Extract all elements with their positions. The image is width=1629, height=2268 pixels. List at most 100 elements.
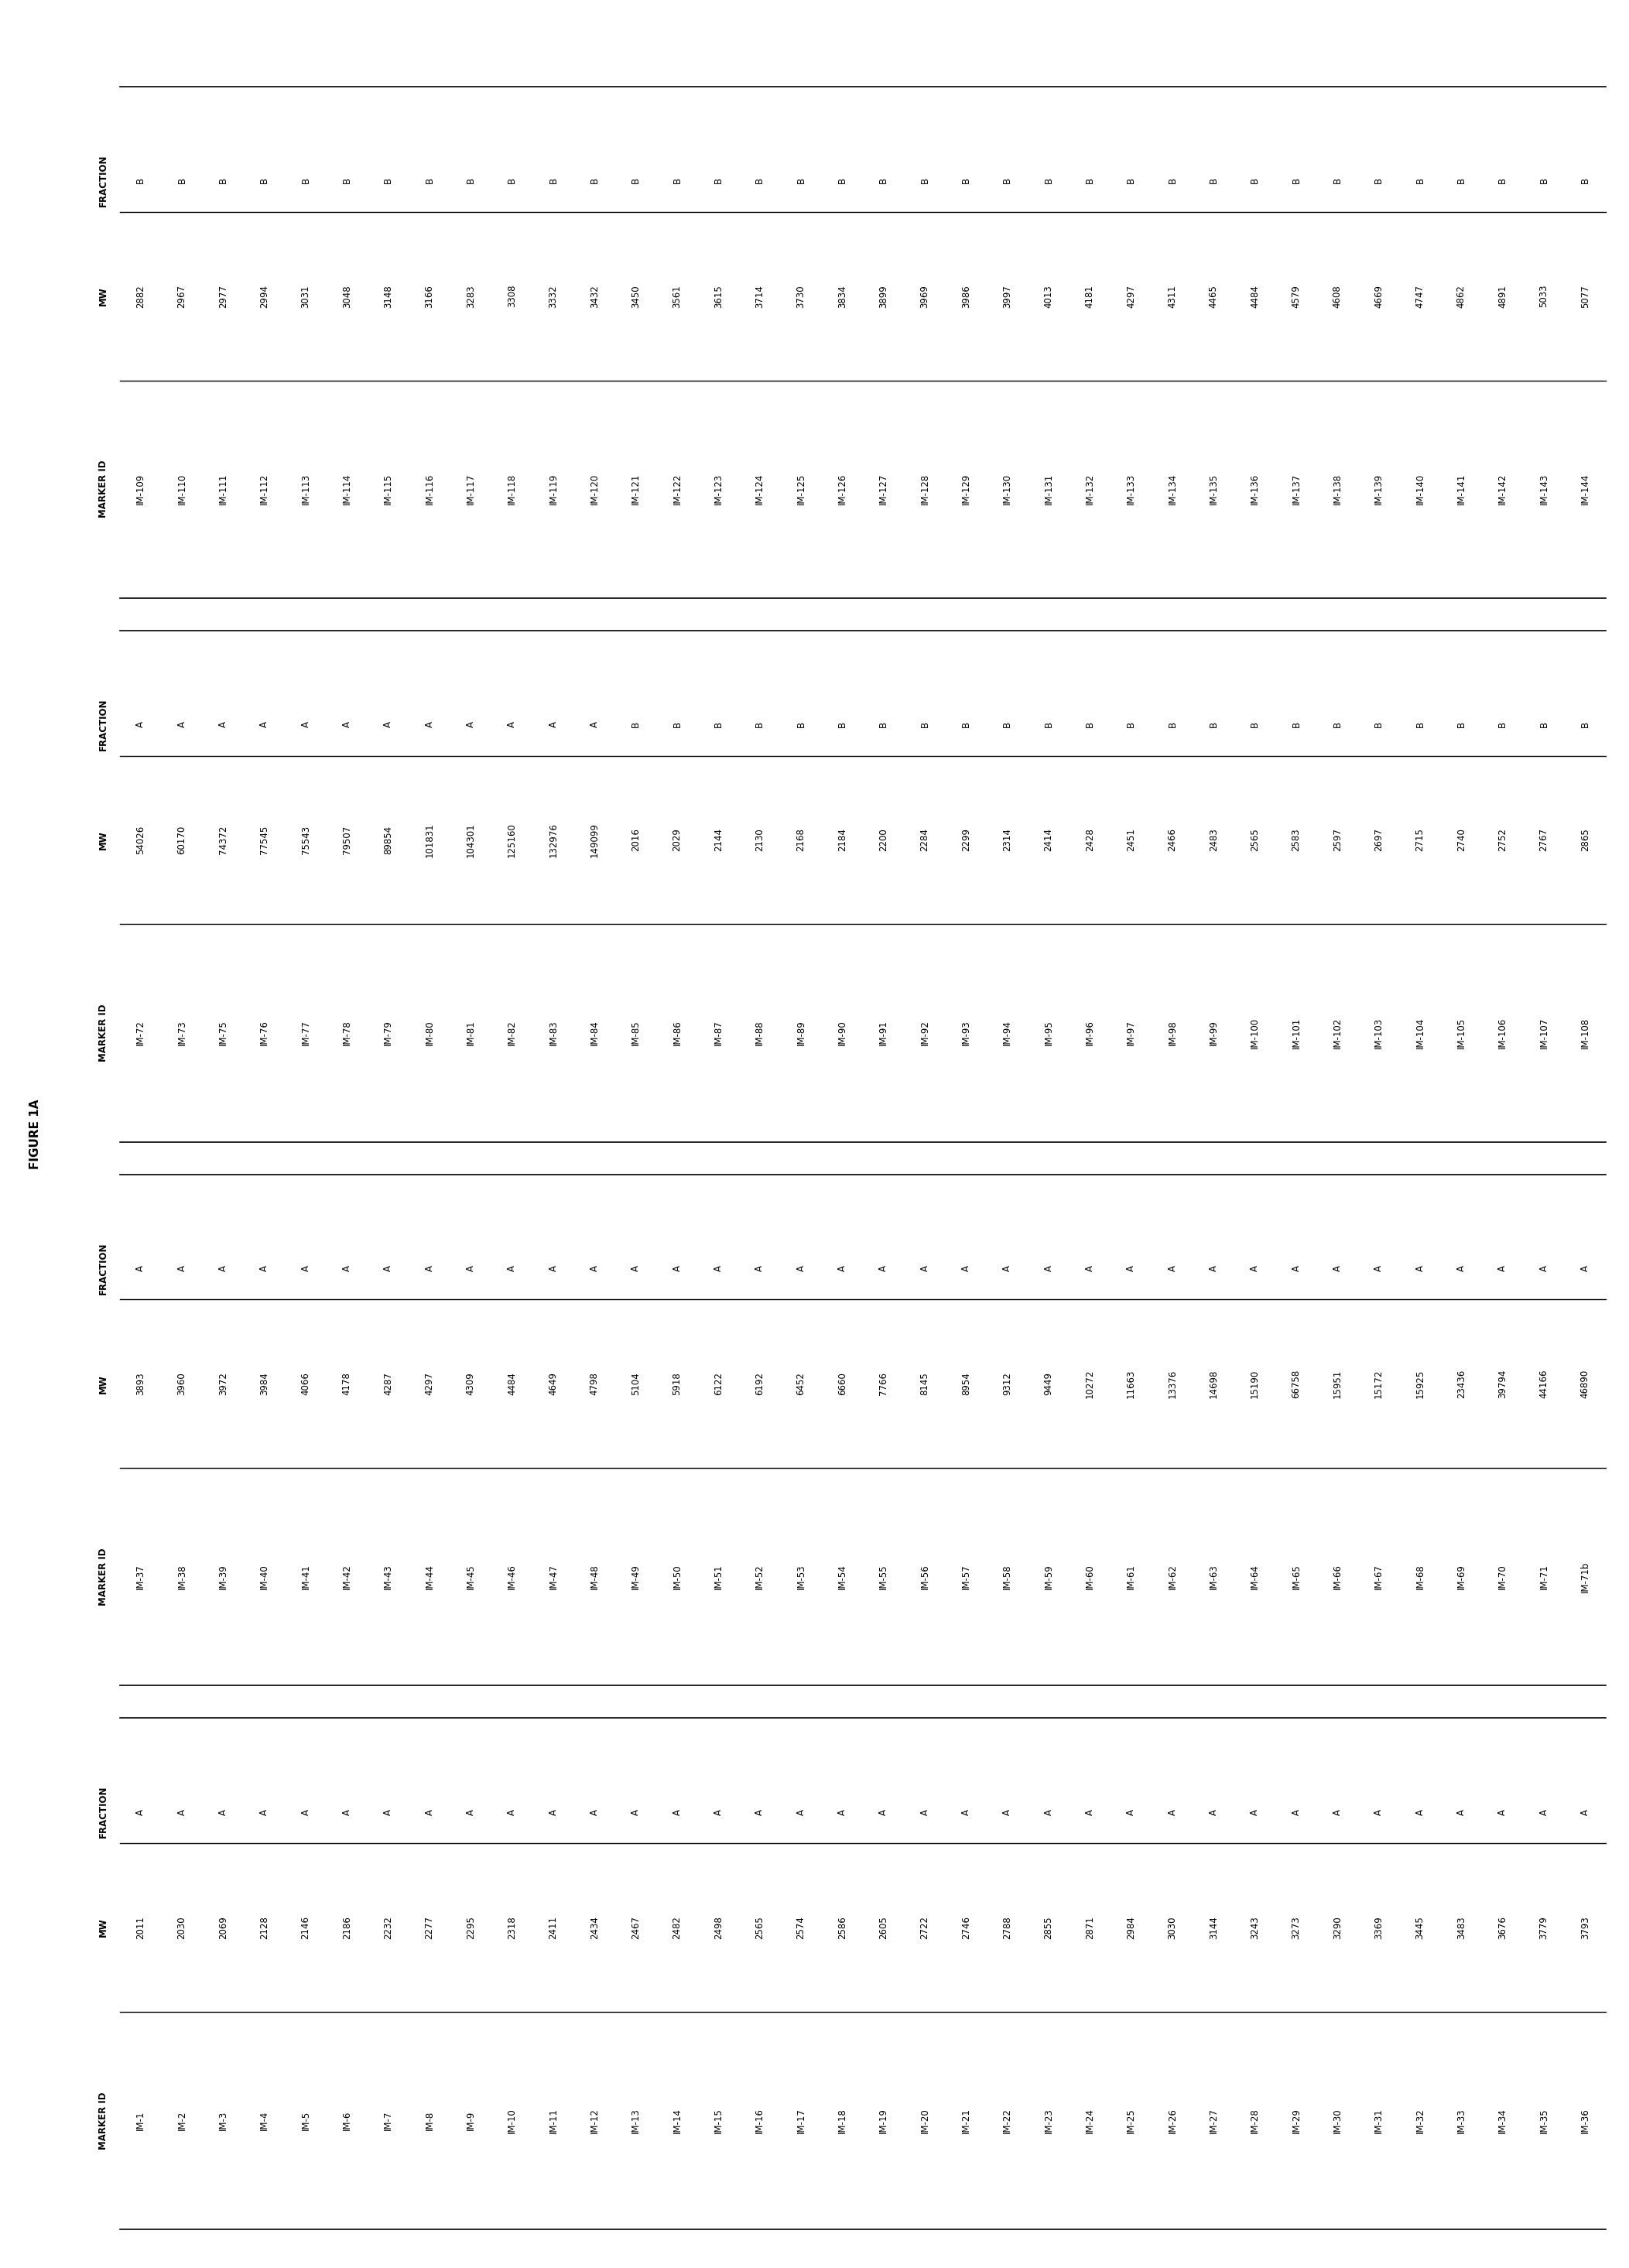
Text: 2722: 2722 xyxy=(920,1916,930,1939)
Text: B: B xyxy=(754,721,764,728)
Text: 44166: 44166 xyxy=(1539,1370,1549,1399)
Text: B: B xyxy=(1539,721,1549,728)
Text: IM-70: IM-70 xyxy=(1497,1565,1507,1590)
Text: B: B xyxy=(1333,177,1342,184)
Text: IM-137: IM-137 xyxy=(1292,474,1302,506)
Text: IM-45: IM-45 xyxy=(466,1565,476,1590)
Text: B: B xyxy=(1292,177,1302,184)
Text: IM-108: IM-108 xyxy=(1580,1018,1590,1048)
Text: 2565: 2565 xyxy=(754,1916,764,1939)
Text: 104301: 104301 xyxy=(466,823,476,857)
Text: A: A xyxy=(590,1810,599,1814)
Text: 2574: 2574 xyxy=(797,1916,806,1939)
Text: B: B xyxy=(1497,721,1507,728)
Text: IM-42: IM-42 xyxy=(342,1565,352,1590)
Text: A: A xyxy=(1209,1810,1218,1814)
Text: IM-103: IM-103 xyxy=(1373,1018,1383,1048)
Text: B: B xyxy=(1456,177,1466,184)
Text: IM-69: IM-69 xyxy=(1456,1565,1466,1590)
Text: IM-68: IM-68 xyxy=(1416,1565,1425,1590)
Text: A: A xyxy=(754,1810,764,1814)
Text: 2314: 2314 xyxy=(1002,828,1012,850)
Text: IM-44: IM-44 xyxy=(425,1565,435,1590)
Text: A: A xyxy=(1497,1810,1507,1814)
Text: B: B xyxy=(590,177,599,184)
Text: 2466: 2466 xyxy=(1168,828,1178,850)
Text: A: A xyxy=(1002,1266,1012,1272)
Text: 3432: 3432 xyxy=(590,286,599,308)
Text: A: A xyxy=(714,1810,723,1814)
Text: 2752: 2752 xyxy=(1497,828,1507,850)
Text: IM-110: IM-110 xyxy=(178,474,187,506)
Text: A: A xyxy=(135,1266,145,1272)
Text: IM-2: IM-2 xyxy=(178,2112,187,2130)
Text: B: B xyxy=(1580,177,1590,184)
Text: IM-81: IM-81 xyxy=(466,1021,476,1046)
Text: A: A xyxy=(342,1810,352,1814)
Text: A: A xyxy=(259,721,269,728)
Text: B: B xyxy=(1085,177,1095,184)
Text: 4311: 4311 xyxy=(1168,284,1178,308)
Text: IM-38: IM-38 xyxy=(178,1565,187,1590)
Text: B: B xyxy=(507,177,516,184)
Text: IM-116: IM-116 xyxy=(425,474,435,506)
Text: IM-53: IM-53 xyxy=(797,1565,806,1590)
Text: A: A xyxy=(507,721,516,728)
Text: B: B xyxy=(920,177,930,184)
Text: IM-1: IM-1 xyxy=(135,2112,145,2130)
Text: 3148: 3148 xyxy=(383,286,393,308)
Text: IM-128: IM-128 xyxy=(920,474,930,506)
Text: IM-36: IM-36 xyxy=(1580,2107,1590,2134)
Text: B: B xyxy=(1168,177,1178,184)
Text: 74372: 74372 xyxy=(218,826,228,855)
Text: IM-96: IM-96 xyxy=(1085,1021,1095,1046)
Text: IM-10: IM-10 xyxy=(507,2107,516,2134)
Text: A: A xyxy=(1209,1266,1218,1272)
Text: 2184: 2184 xyxy=(837,828,847,850)
Text: A: A xyxy=(754,1266,764,1272)
Text: A: A xyxy=(549,1810,559,1814)
Text: 9312: 9312 xyxy=(1002,1372,1012,1395)
Text: IM-31: IM-31 xyxy=(1373,2107,1383,2134)
Text: 3615: 3615 xyxy=(714,286,723,308)
Text: 3676: 3676 xyxy=(1497,1916,1507,1939)
Text: IM-127: IM-127 xyxy=(878,474,888,506)
Text: A: A xyxy=(342,721,352,728)
Text: IM-134: IM-134 xyxy=(1168,474,1178,506)
Text: 2284: 2284 xyxy=(920,828,930,850)
Text: IM-90: IM-90 xyxy=(837,1021,847,1046)
Text: IM-55: IM-55 xyxy=(878,1565,888,1590)
Text: A: A xyxy=(920,1266,930,1272)
Text: 4579: 4579 xyxy=(1292,284,1302,308)
Text: IM-61: IM-61 xyxy=(1126,1565,1135,1590)
Text: IM-9: IM-9 xyxy=(466,2112,476,2130)
Text: 7766: 7766 xyxy=(878,1372,888,1395)
Text: 79507: 79507 xyxy=(342,826,352,855)
Text: 4066: 4066 xyxy=(301,1372,311,1395)
Text: IM-60: IM-60 xyxy=(1085,1565,1095,1590)
Text: IM-120: IM-120 xyxy=(590,474,599,506)
Text: 2871: 2871 xyxy=(1085,1916,1095,1939)
Text: 3779: 3779 xyxy=(1539,1916,1549,1939)
Text: 3972: 3972 xyxy=(218,1372,228,1395)
Text: 3899: 3899 xyxy=(878,286,888,308)
Text: B: B xyxy=(837,721,847,728)
Text: IM-50: IM-50 xyxy=(673,1565,683,1590)
Text: IM-67: IM-67 xyxy=(1373,1565,1383,1590)
Text: 2130: 2130 xyxy=(754,828,764,850)
Text: IM-34: IM-34 xyxy=(1497,2107,1507,2134)
Text: 2128: 2128 xyxy=(259,1916,269,1939)
Text: 5077: 5077 xyxy=(1580,286,1590,308)
Text: 3144: 3144 xyxy=(1209,1916,1218,1939)
Text: MARKER ID: MARKER ID xyxy=(98,1549,109,1606)
Text: A: A xyxy=(1373,1266,1383,1272)
Text: 4309: 4309 xyxy=(466,1372,476,1395)
Text: 2295: 2295 xyxy=(466,1916,476,1939)
Text: 4747: 4747 xyxy=(1416,284,1425,308)
Text: 8145: 8145 xyxy=(920,1372,930,1395)
Text: B: B xyxy=(1168,721,1178,728)
Text: B: B xyxy=(837,177,847,184)
Text: IM-75: IM-75 xyxy=(218,1021,228,1046)
Text: B: B xyxy=(797,177,806,184)
Text: 2144: 2144 xyxy=(714,828,723,850)
